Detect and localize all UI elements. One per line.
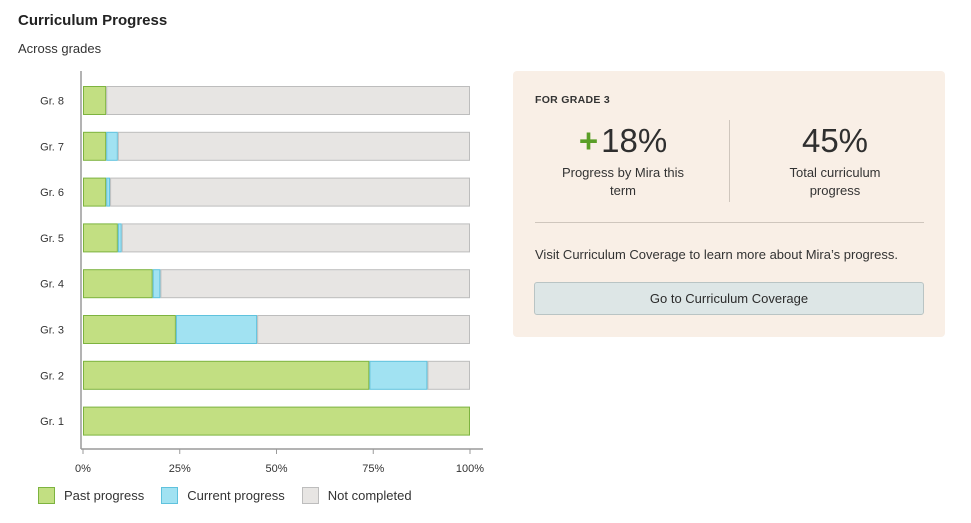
legend-label-current: Current progress bbox=[187, 488, 285, 503]
bar-gr-6-past bbox=[83, 177, 107, 207]
category-label-gr-5: Gr. 5 bbox=[40, 233, 64, 245]
category-label-gr-7: Gr. 7 bbox=[40, 141, 64, 153]
chart-subtitle: Across grades bbox=[18, 41, 102, 56]
total-progress-caption: Total curriculum progress bbox=[789, 165, 881, 198]
card-eyebrow: FOR GRADE 3 bbox=[535, 94, 611, 106]
bar-gr-3-past bbox=[83, 315, 176, 344]
bar-gr-2-current bbox=[369, 360, 428, 390]
bar-gr-7-current bbox=[106, 131, 118, 161]
total-progress-value: 45% bbox=[801, 122, 869, 159]
category-label-gr-2: Gr. 2 bbox=[40, 370, 64, 382]
x-tick-label: 25% bbox=[169, 463, 191, 475]
bar-gr-2-past bbox=[83, 360, 370, 390]
legend-label-not-completed: Not completed bbox=[327, 488, 412, 503]
bar-gr-4-not-completed bbox=[160, 269, 470, 299]
term-progress-value: +18% bbox=[523, 121, 723, 161]
term-progress-number: 18% bbox=[601, 122, 668, 159]
chart-title: Curriculum Progress bbox=[18, 12, 168, 29]
go-to-curriculum-coverage-button[interactable]: Go to Curriculum Coverage bbox=[534, 282, 924, 315]
category-label-gr-1: Gr. 1 bbox=[40, 416, 64, 428]
bar-gr-6-current bbox=[106, 177, 111, 207]
bar-gr-5-not-completed bbox=[121, 223, 470, 253]
legend-item-current: Current progress bbox=[161, 487, 285, 504]
bar-gr-8-past bbox=[83, 86, 107, 115]
bar-gr-5-current bbox=[117, 223, 122, 253]
bar-gr-5-past bbox=[83, 223, 118, 253]
bar-gr-7-not-completed bbox=[117, 131, 471, 161]
legend-swatch-past bbox=[38, 487, 55, 504]
x-tick-label: 50% bbox=[265, 463, 287, 475]
bar-gr-7-past bbox=[83, 131, 107, 161]
legend-swatch-current bbox=[161, 487, 179, 504]
chart-legend: Past progress Current progress Not compl… bbox=[38, 487, 429, 504]
legend-swatch-not-completed bbox=[301, 487, 319, 504]
plus-icon: + bbox=[578, 122, 599, 159]
card-message: Visit Curriculum Coverage to learn more … bbox=[535, 247, 898, 262]
bar-gr-4-current bbox=[152, 269, 161, 299]
progress-bar-chart: Gr. 8 Gr. 7 Gr. 6 Gr. 5 Gr. 4 Gr. 3 Gr. 2 Gr. 1… bbox=[40, 71, 484, 475]
category-label-gr-4: Gr. 4 bbox=[40, 279, 64, 291]
category-label-gr-6: Gr. 6 bbox=[40, 187, 64, 199]
x-tick-label: 75% bbox=[362, 463, 384, 475]
category-label-gr-8: Gr. 8 bbox=[40, 96, 64, 108]
card-divider bbox=[535, 222, 924, 223]
category-label-gr-3: Gr. 3 bbox=[40, 325, 64, 337]
total-progress-stat: 45% Total curriculum progress bbox=[735, 121, 935, 200]
term-progress-caption: Progress by Mira this term bbox=[561, 165, 685, 198]
bar-gr-3-current bbox=[175, 315, 258, 344]
bar-gr-3-not-completed bbox=[257, 315, 470, 344]
term-progress-stat: +18% Progress by Mira this term bbox=[523, 121, 723, 200]
bar-gr-2-not-completed bbox=[427, 360, 470, 390]
bar-gr-6-not-completed bbox=[110, 177, 470, 207]
x-tick-label: 100% bbox=[456, 463, 484, 475]
bar-gr-8-not-completed bbox=[106, 86, 470, 115]
bar-gr-4-past bbox=[83, 269, 153, 299]
grade-summary-card: FOR GRADE 3 +18% Progress by Mira this t… bbox=[513, 71, 945, 337]
x-tick-label: 0% bbox=[75, 463, 91, 475]
legend-item-past: Past progress bbox=[38, 487, 144, 504]
stat-divider bbox=[729, 120, 730, 202]
legend-item-not-completed: Not completed bbox=[301, 487, 412, 504]
bar-gr-1-past bbox=[83, 406, 470, 436]
legend-label-past: Past progress bbox=[64, 488, 145, 503]
